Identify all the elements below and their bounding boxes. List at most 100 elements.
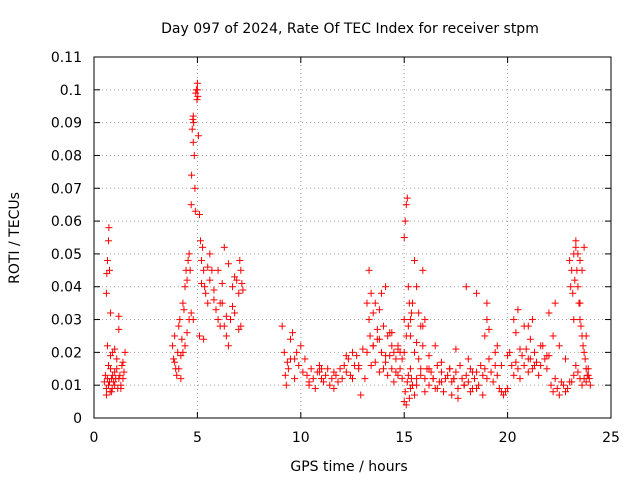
data-point — [510, 316, 518, 324]
data-point — [178, 335, 186, 343]
data-point — [572, 361, 580, 369]
data-point — [464, 355, 472, 363]
data-point — [433, 384, 441, 392]
data-point — [355, 361, 363, 369]
data-point — [401, 388, 409, 396]
data-point — [357, 391, 365, 399]
data-point — [359, 345, 367, 353]
data-point — [473, 384, 481, 392]
data-point — [380, 365, 388, 373]
data-point — [171, 332, 179, 340]
data-point — [421, 388, 429, 396]
data-point — [170, 355, 178, 363]
data-point — [173, 371, 181, 379]
data-point — [330, 384, 338, 392]
x-axis-label: GPS time / hours — [290, 459, 407, 475]
data-point — [425, 381, 433, 389]
data-point — [280, 348, 288, 356]
data-point — [572, 243, 580, 251]
data-point — [566, 256, 574, 264]
data-point — [229, 283, 237, 291]
data-point — [326, 381, 334, 389]
data-point — [363, 299, 371, 307]
data-point — [309, 375, 317, 383]
data-point — [388, 365, 396, 373]
data-point — [411, 256, 419, 264]
data-point — [547, 381, 555, 389]
data-point — [574, 250, 582, 258]
data-point — [524, 322, 532, 330]
data-point — [477, 361, 485, 369]
data-point — [297, 342, 305, 350]
data-point — [403, 194, 411, 202]
data-point — [425, 365, 433, 373]
data-point — [528, 316, 536, 324]
data-point — [450, 375, 458, 383]
data-point — [437, 358, 445, 366]
data-point — [570, 371, 578, 379]
data-point — [104, 237, 112, 245]
data-point — [291, 375, 299, 383]
data-point — [365, 266, 373, 274]
data-point — [103, 342, 111, 350]
data-point — [479, 371, 487, 379]
data-point — [301, 355, 309, 363]
data-point — [373, 325, 381, 333]
data-point — [406, 316, 414, 324]
data-point — [186, 266, 194, 274]
data-point — [338, 375, 346, 383]
data-point — [411, 391, 419, 399]
data-point — [390, 348, 398, 356]
data-point — [417, 365, 425, 373]
data-point — [485, 355, 493, 363]
data-point — [510, 371, 518, 379]
data-point — [328, 375, 336, 383]
data-point — [580, 348, 588, 356]
data-point — [349, 348, 356, 356]
data-point — [569, 289, 577, 297]
data-point — [462, 283, 470, 291]
data-point — [116, 371, 124, 379]
x-tick-labels: 0 5 10 15 20 25 — [90, 430, 620, 446]
data-point — [437, 368, 445, 376]
data-point — [576, 299, 584, 307]
data-point — [402, 401, 410, 409]
data-point — [105, 224, 113, 232]
data-point — [415, 355, 423, 363]
data-point — [562, 355, 570, 363]
data-point — [571, 276, 579, 284]
data-point — [289, 329, 297, 337]
data-point — [185, 250, 193, 258]
data-point — [193, 86, 201, 94]
data-point — [305, 381, 313, 389]
data-point — [190, 151, 198, 159]
data-point — [188, 125, 196, 133]
data-point — [171, 358, 179, 366]
data-point — [179, 299, 187, 307]
data-point — [371, 358, 379, 366]
data-point — [236, 256, 244, 264]
data-point — [382, 358, 390, 366]
data-point — [437, 378, 445, 386]
data-point — [578, 266, 586, 274]
y-tick-label: 0.04 — [51, 280, 82, 296]
data-point — [322, 371, 330, 379]
data-point — [466, 388, 474, 396]
data-point — [439, 388, 447, 396]
data-point — [349, 375, 356, 383]
data-point — [315, 368, 323, 376]
data-point — [543, 365, 551, 373]
data-point — [188, 171, 196, 179]
data-point — [283, 358, 291, 366]
data-point — [382, 283, 390, 291]
data-point — [340, 361, 348, 369]
data-point — [190, 119, 198, 127]
data-point — [210, 296, 218, 304]
data-point — [332, 371, 340, 379]
data-point — [336, 365, 344, 373]
data-point — [485, 325, 493, 333]
y-tick-label: 0.11 — [51, 50, 82, 66]
data-point — [394, 345, 402, 353]
data-point — [553, 384, 561, 392]
data-point — [487, 368, 495, 376]
